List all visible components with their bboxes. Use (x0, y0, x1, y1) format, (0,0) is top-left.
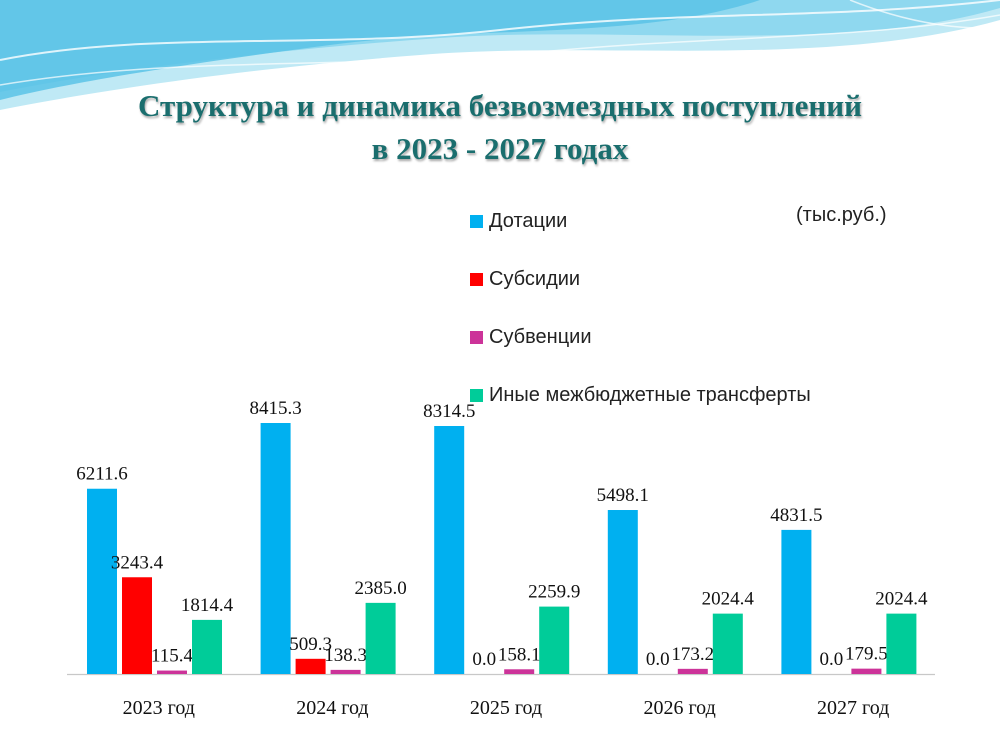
data-label-1-3: 0.0 (646, 649, 670, 670)
slide-title-line1: Структура и динамика безвозмездных посту… (138, 88, 862, 123)
x-tick-label-2: 2025 год (470, 697, 542, 719)
bar-1-0 (122, 577, 152, 674)
data-label-1-4: 0.0 (820, 649, 844, 670)
legend-label-3: Иные межбюджетные трансферты (489, 383, 811, 406)
data-label-1-0: 3243.4 (111, 552, 164, 573)
data-label-2-2: 158.1 (498, 644, 541, 665)
legend-swatch-1 (470, 272, 483, 286)
data-label-3-0: 1814.4 (181, 595, 234, 616)
data-label-2-4: 179.5 (845, 644, 888, 665)
data-label-3-4: 2024.4 (875, 589, 928, 610)
bar-0-3 (607, 510, 638, 674)
bar-0-4 (781, 529, 812, 674)
data-label-0-3: 5498.1 (597, 485, 649, 506)
x-tick-label-3: 2026 год (643, 697, 715, 719)
bar-0-1 (260, 423, 291, 674)
bar-3-3 (712, 613, 743, 674)
bar-2-1 (330, 669, 361, 674)
chart-legend: Дотации Субсидии Субвенции Иные межбюдже… (470, 192, 811, 424)
bar-2-0 (157, 670, 187, 674)
bar-0-0 (87, 488, 117, 674)
bar-3-2 (539, 606, 570, 674)
bar-3-1 (365, 602, 396, 674)
legend-label-2: Субвенции (489, 325, 592, 348)
data-label-0-4: 4831.5 (770, 505, 822, 526)
bar-2-3 (677, 668, 708, 674)
data-label-0-1: 8415.3 (249, 398, 301, 419)
legend-item-other-transfers: Иные межбюджетные трансферты (470, 366, 811, 424)
bar-3-0 (192, 619, 222, 674)
legend-label-0: Дотации (489, 209, 568, 232)
bar-0-2 (434, 426, 465, 674)
bar-3-4 (886, 613, 917, 674)
data-label-3-1: 2385.0 (354, 578, 406, 599)
header-wave-decoration (0, 0, 1000, 110)
bar-2-2 (504, 669, 535, 674)
slide-title-line2: в 2023 - 2027 годах (371, 131, 629, 166)
data-label-3-2: 2259.9 (528, 582, 580, 603)
bar-1-1 (295, 658, 326, 674)
data-label-0-2: 8314.5 (423, 401, 475, 422)
bar-2-4 (851, 668, 882, 674)
x-tick-label-1: 2024 год (296, 697, 368, 719)
x-tick-label-4: 2027 год (817, 697, 889, 719)
legend-label-1: Субсидии (489, 267, 581, 290)
x-tick-label-0: 2023 год (123, 697, 195, 719)
legend-item-subsidii: Субсидии (470, 250, 811, 308)
data-label-1-1: 509.3 (289, 634, 332, 655)
data-label-0-0: 6211.6 (76, 464, 128, 485)
data-label-3-3: 2024.4 (702, 589, 755, 610)
legend-swatch-0 (470, 214, 483, 228)
data-label-1-2: 0.0 (472, 649, 496, 670)
legend-swatch-2 (470, 330, 483, 344)
unit-label: (тыс.руб.) (796, 204, 887, 226)
legend-item-subsidies-dotatsii: Дотации (470, 192, 811, 250)
data-label-2-3: 173.2 (671, 644, 714, 665)
data-label-2-1: 138.3 (324, 645, 367, 666)
legend-item-subventsii: Субвенции (470, 308, 811, 366)
data-label-2-0: 115.4 (151, 646, 194, 667)
legend-swatch-3 (470, 388, 483, 402)
